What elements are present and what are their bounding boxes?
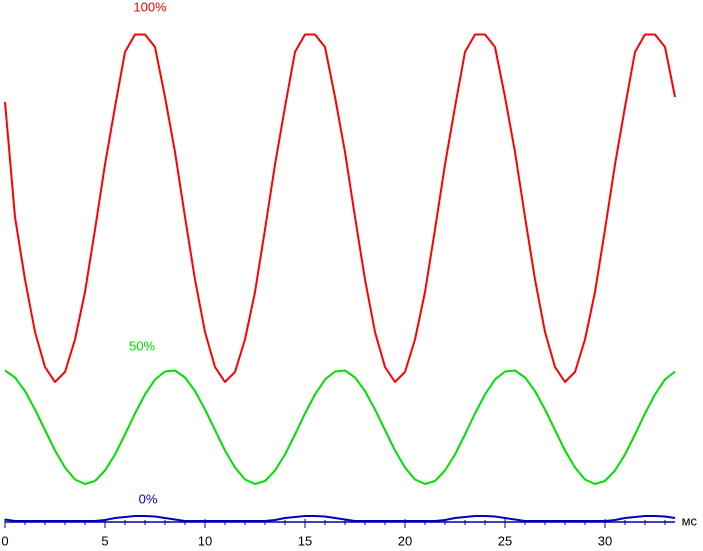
x-tick-label: 5 bbox=[101, 533, 108, 548]
x-tick-label: 0 bbox=[1, 533, 8, 548]
series-label: 100% bbox=[133, 0, 167, 14]
series-line bbox=[4, 515, 676, 522]
series-line bbox=[4, 33, 676, 383]
series-label: 50% bbox=[129, 338, 155, 353]
series-label: 0% bbox=[139, 491, 158, 506]
x-tick-label: 10 bbox=[198, 533, 212, 548]
x-tick-label: 15 bbox=[298, 533, 312, 548]
x-axis-label: мс bbox=[682, 513, 698, 528]
x-tick-label: 30 bbox=[598, 533, 612, 548]
x-tick-label: 25 bbox=[498, 533, 512, 548]
series-line bbox=[4, 369, 676, 485]
x-tick-label: 20 bbox=[398, 533, 412, 548]
